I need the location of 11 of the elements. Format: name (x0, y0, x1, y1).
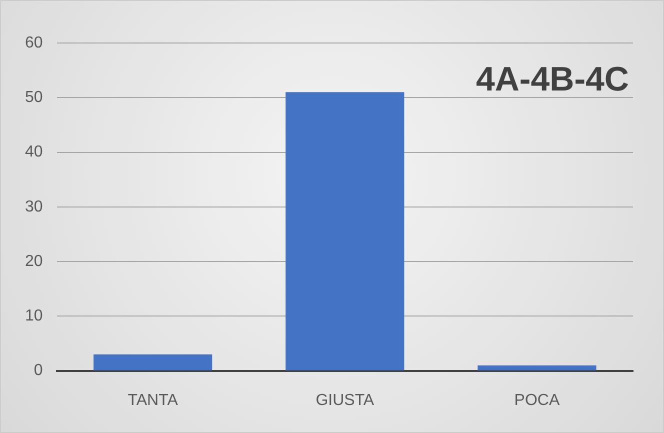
y-tick-label: 40 (25, 144, 43, 161)
x-tick-label: TANTA (128, 392, 178, 409)
text: 4A-4B-4C (476, 60, 629, 98)
x-tick-label: GIUSTA (316, 392, 374, 409)
y-tick-label: 10 (25, 308, 43, 325)
y-tick-label: 0 (34, 362, 43, 380)
y-tick-label: 50 (25, 89, 43, 106)
y-tick-label: 60 (25, 34, 43, 52)
y-tick-label: 30 (25, 198, 43, 216)
y-tick-label: 20 (25, 252, 43, 270)
x-tick-label: POCA (514, 392, 560, 409)
